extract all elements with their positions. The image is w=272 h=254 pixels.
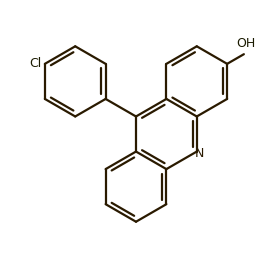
Text: Cl: Cl bbox=[29, 57, 41, 70]
Text: N: N bbox=[195, 147, 204, 160]
Text: OH: OH bbox=[236, 37, 255, 50]
